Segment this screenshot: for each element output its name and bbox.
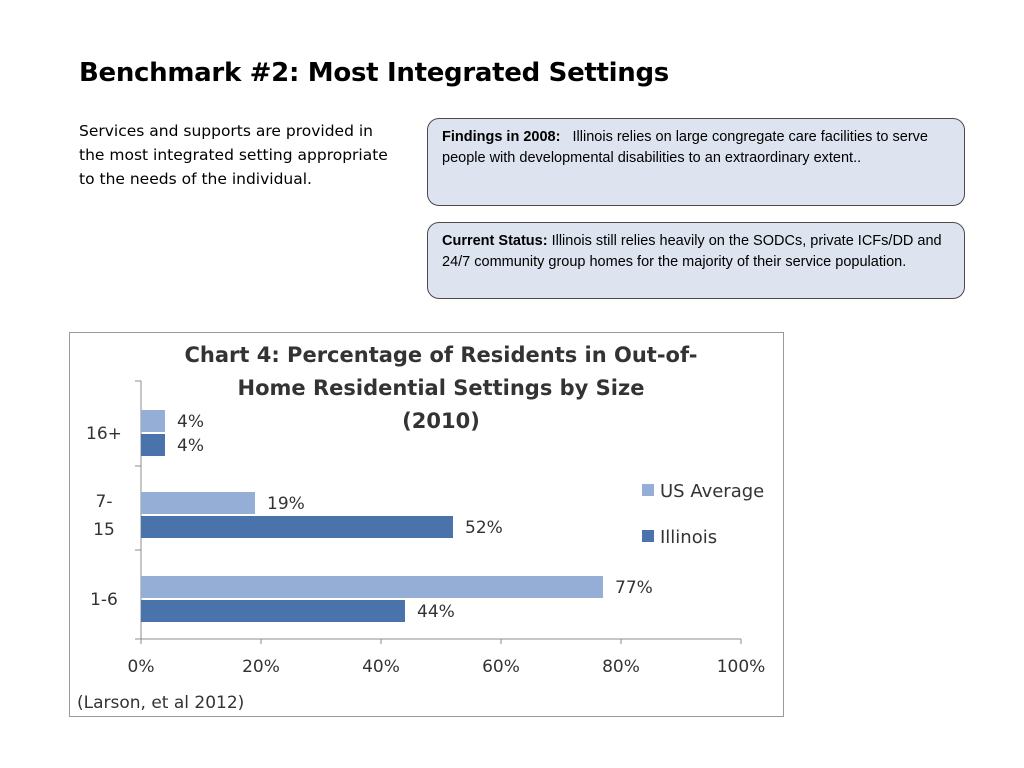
slide-title: Benchmark #2: Most Integrated Settings	[79, 58, 669, 88]
legend-label: US Average	[660, 481, 764, 502]
x-tick-label: 20%	[242, 657, 280, 677]
category-label: 1-6	[90, 590, 118, 610]
x-tick-label: 100%	[717, 657, 766, 677]
x-tick-label: 40%	[362, 657, 400, 677]
bar-illinois	[141, 434, 165, 456]
bar-illinois	[141, 516, 453, 538]
data-label: 77%	[615, 578, 653, 598]
current-status-text: Illinois still relies heavily on the SOD…	[442, 233, 942, 270]
chart-title-line: Chart 4: Percentage of Residents in Out-…	[185, 343, 698, 367]
x-tick-label: 60%	[482, 657, 520, 677]
category-label: 15	[93, 520, 115, 540]
current-status-callout: Current Status: Illinois still relies he…	[427, 222, 965, 299]
legend-swatch	[642, 530, 654, 542]
chart-title-line: Home Residential Settings by Size	[238, 376, 645, 400]
legend-swatch	[642, 484, 654, 496]
x-tick-label: 80%	[602, 657, 640, 677]
bar-illinois	[141, 600, 405, 622]
data-label: 4%	[177, 436, 204, 456]
data-label: 44%	[417, 602, 455, 622]
benchmark-description: Services and supports are provided in th…	[79, 122, 388, 188]
legend-label: Illinois	[660, 527, 717, 548]
chart-frame: Chart 4: Percentage of Residents in Out-…	[69, 332, 784, 717]
current-status-label: Current Status:	[442, 233, 548, 249]
bar-us-average	[141, 492, 255, 514]
data-label: 19%	[267, 494, 305, 514]
category-label: 16+	[86, 424, 122, 444]
findings-callout: Findings in 2008: Illinois relies on lar…	[427, 118, 965, 206]
chart-title-line: (2010)	[402, 409, 480, 433]
x-tick-label: 0%	[128, 657, 155, 677]
findings-text: Illinois relies on large congregate care…	[442, 129, 928, 166]
residential-settings-chart: Chart 4: Percentage of Residents in Out-…	[77, 343, 766, 713]
bar-us-average	[141, 576, 603, 598]
findings-label: Findings in 2008:	[442, 129, 561, 145]
data-label: 52%	[465, 518, 503, 538]
category-label: 7-	[96, 492, 113, 512]
bar-us-average	[141, 410, 165, 432]
data-label: 4%	[177, 412, 204, 432]
chart-source: (Larson, et al 2012)	[77, 693, 244, 713]
